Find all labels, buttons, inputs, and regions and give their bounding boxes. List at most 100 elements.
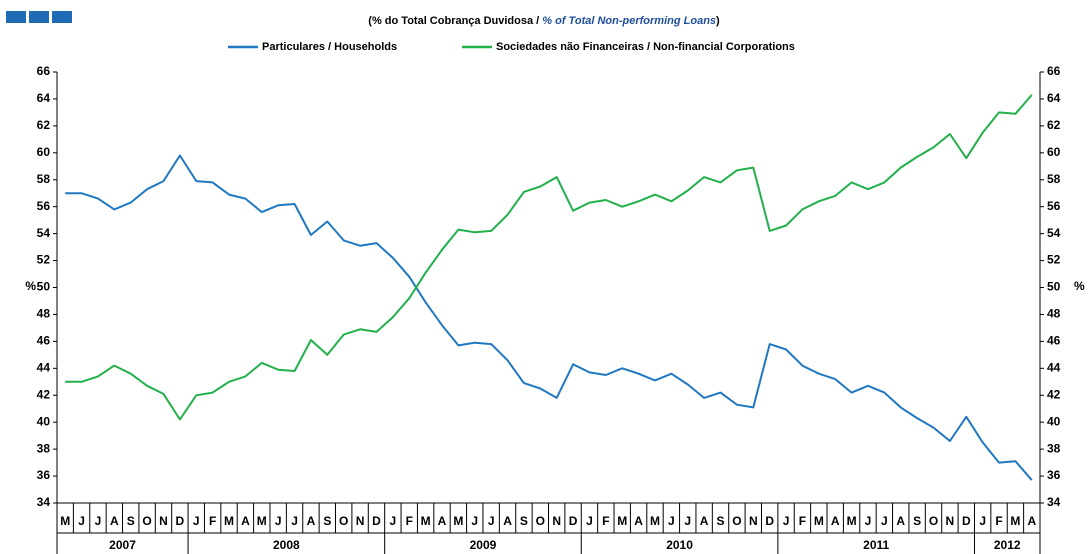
x-tick-label: D	[176, 514, 185, 528]
year-label: 2011	[863, 538, 889, 552]
y-tick-label: 60	[37, 145, 51, 159]
x-tick-label: J	[881, 514, 888, 528]
y2-tick-label: 54	[1047, 226, 1061, 240]
x-tick-label: N	[159, 514, 168, 528]
logo-block	[6, 11, 26, 23]
x-tick-label: A	[241, 514, 250, 528]
x-tick-label: J	[783, 514, 790, 528]
y-tick-label: 54	[37, 226, 51, 240]
year-label: 2008	[273, 538, 300, 552]
y2-tick-label: 40	[1047, 414, 1061, 428]
x-tick-label: M	[847, 514, 857, 528]
x-tick-label: J	[95, 514, 102, 528]
series-line	[65, 94, 1033, 421]
logo-block	[29, 11, 49, 23]
x-tick-label: M	[617, 514, 627, 528]
x-tick-label: D	[962, 514, 971, 528]
x-tick-label: M	[224, 514, 234, 528]
x-tick-label: J	[979, 514, 986, 528]
x-tick-label: S	[323, 514, 331, 528]
y-tick-label: 52	[37, 253, 51, 267]
y-tick-label: 40	[37, 414, 51, 428]
x-tick-label: J	[865, 514, 872, 528]
x-tick-label: J	[390, 514, 397, 528]
x-tick-label: J	[488, 514, 495, 528]
year-label: 2007	[109, 538, 136, 552]
y2-tick-label: 46	[1047, 334, 1061, 348]
y2-tick-label: 48	[1047, 307, 1061, 321]
x-tick-label: O	[142, 514, 151, 528]
x-tick-label: J	[586, 514, 593, 528]
y-tick-label: 42	[37, 387, 51, 401]
y2-tick-label: 36	[1047, 468, 1061, 482]
y2-tick-label: 62	[1047, 118, 1061, 132]
y-tick-label: 44	[37, 360, 51, 374]
y-tick-label: 50	[37, 280, 51, 294]
x-tick-label: O	[929, 514, 938, 528]
y-tick-label: 62	[37, 118, 51, 132]
y2-tick-label: 60	[1047, 145, 1061, 159]
x-tick-label: D	[372, 514, 381, 528]
x-tick-label: O	[536, 514, 545, 528]
year-label: 2012	[994, 538, 1021, 552]
x-tick-label: F	[209, 514, 216, 528]
y-tick-label: 38	[37, 441, 51, 455]
y2-tick-label: 44	[1047, 360, 1061, 374]
subtitle-end: )	[716, 15, 720, 27]
x-tick-label: D	[765, 514, 774, 528]
x-tick-label: F	[995, 514, 1002, 528]
x-tick-label: A	[700, 514, 709, 528]
x-tick-label: S	[127, 514, 135, 528]
x-tick-label: S	[717, 514, 725, 528]
x-tick-label: N	[946, 514, 955, 528]
x-tick-label: M	[453, 514, 463, 528]
x-tick-label: A	[1027, 514, 1036, 528]
y-axis-label: %	[25, 279, 36, 293]
x-tick-label: A	[307, 514, 316, 528]
year-label: 2009	[470, 538, 497, 552]
x-tick-label: F	[602, 514, 609, 528]
y-tick-label: 34	[37, 495, 51, 509]
x-tick-label: N	[552, 514, 561, 528]
x-tick-label: N	[356, 514, 365, 528]
y-tick-label: 48	[37, 307, 51, 321]
logo-block	[52, 11, 72, 23]
y2-tick-label: 38	[1047, 441, 1061, 455]
x-tick-label: M	[1010, 514, 1020, 528]
x-tick-label: S	[913, 514, 921, 528]
x-tick-label: J	[291, 514, 298, 528]
y-tick-label: 58	[37, 172, 51, 186]
x-tick-label: S	[520, 514, 528, 528]
subtitle: (% do Total Cobrança Duvidosa / % of Tot…	[368, 15, 720, 27]
legend-label: Sociedades não Financeiras / Non-financi…	[496, 41, 795, 53]
y-tick-label: 56	[37, 199, 51, 213]
y-tick-label: 66	[37, 64, 51, 78]
y-tick-label: 46	[37, 334, 51, 348]
x-tick-label: F	[406, 514, 413, 528]
x-tick-label: J	[193, 514, 200, 528]
x-tick-label: N	[749, 514, 758, 528]
x-tick-label: J	[684, 514, 691, 528]
y2-tick-label: 50	[1047, 280, 1061, 294]
legend-label: Particulares / Households	[262, 41, 397, 53]
x-tick-label: J	[78, 514, 85, 528]
x-tick-label: J	[668, 514, 675, 528]
series-line	[65, 154, 1033, 481]
y-tick-label: 64	[37, 91, 51, 105]
y2-tick-label: 66	[1047, 64, 1061, 78]
x-tick-label: A	[896, 514, 905, 528]
y2-tick-label: 56	[1047, 199, 1061, 213]
year-label: 2010	[666, 538, 693, 552]
x-tick-label: O	[339, 514, 348, 528]
x-tick-label: A	[831, 514, 840, 528]
x-tick-label: O	[732, 514, 741, 528]
x-tick-label: A	[503, 514, 512, 528]
y2-tick-label: 64	[1047, 91, 1061, 105]
x-tick-label: A	[110, 514, 119, 528]
x-tick-label: A	[634, 514, 643, 528]
x-tick-label: M	[650, 514, 660, 528]
subtitle-pt: (% do Total Cobrança Duvidosa /	[368, 15, 542, 27]
x-tick-label: D	[569, 514, 578, 528]
